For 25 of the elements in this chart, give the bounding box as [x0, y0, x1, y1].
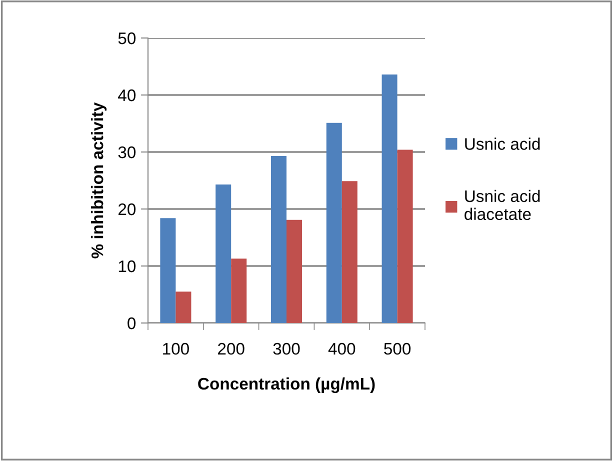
y-tick-label: 30: [118, 146, 136, 158]
bar: [270, 156, 286, 323]
bar: [216, 184, 232, 323]
bar: [382, 74, 398, 323]
y-tick-label: 10: [118, 260, 136, 272]
legend-label: Usnic acid diacetate: [464, 190, 540, 220]
y-tick-label: 40: [118, 89, 136, 102]
y-tick-label: 50: [118, 32, 136, 44]
y-tick-label: 0: [128, 317, 136, 330]
bar: [342, 181, 358, 323]
bar: [286, 220, 302, 323]
legend-label: Usnic acid: [465, 138, 540, 150]
x-axis-title: Concentration (µg/mL): [198, 377, 375, 394]
x-tick-label: 300: [273, 342, 300, 355]
x-tick-label: 200: [218, 342, 244, 355]
x-tick-label: 100: [163, 342, 189, 355]
bar: [231, 258, 247, 323]
bar: [397, 150, 413, 323]
y-axis-title: % inhibition activity: [91, 102, 107, 258]
bar: [160, 218, 176, 323]
y-tick-label: 20: [118, 203, 136, 216]
bar: [326, 122, 342, 323]
bar: [176, 292, 192, 323]
x-tick-label: 500: [384, 342, 411, 355]
x-tick-label: 400: [328, 342, 356, 355]
